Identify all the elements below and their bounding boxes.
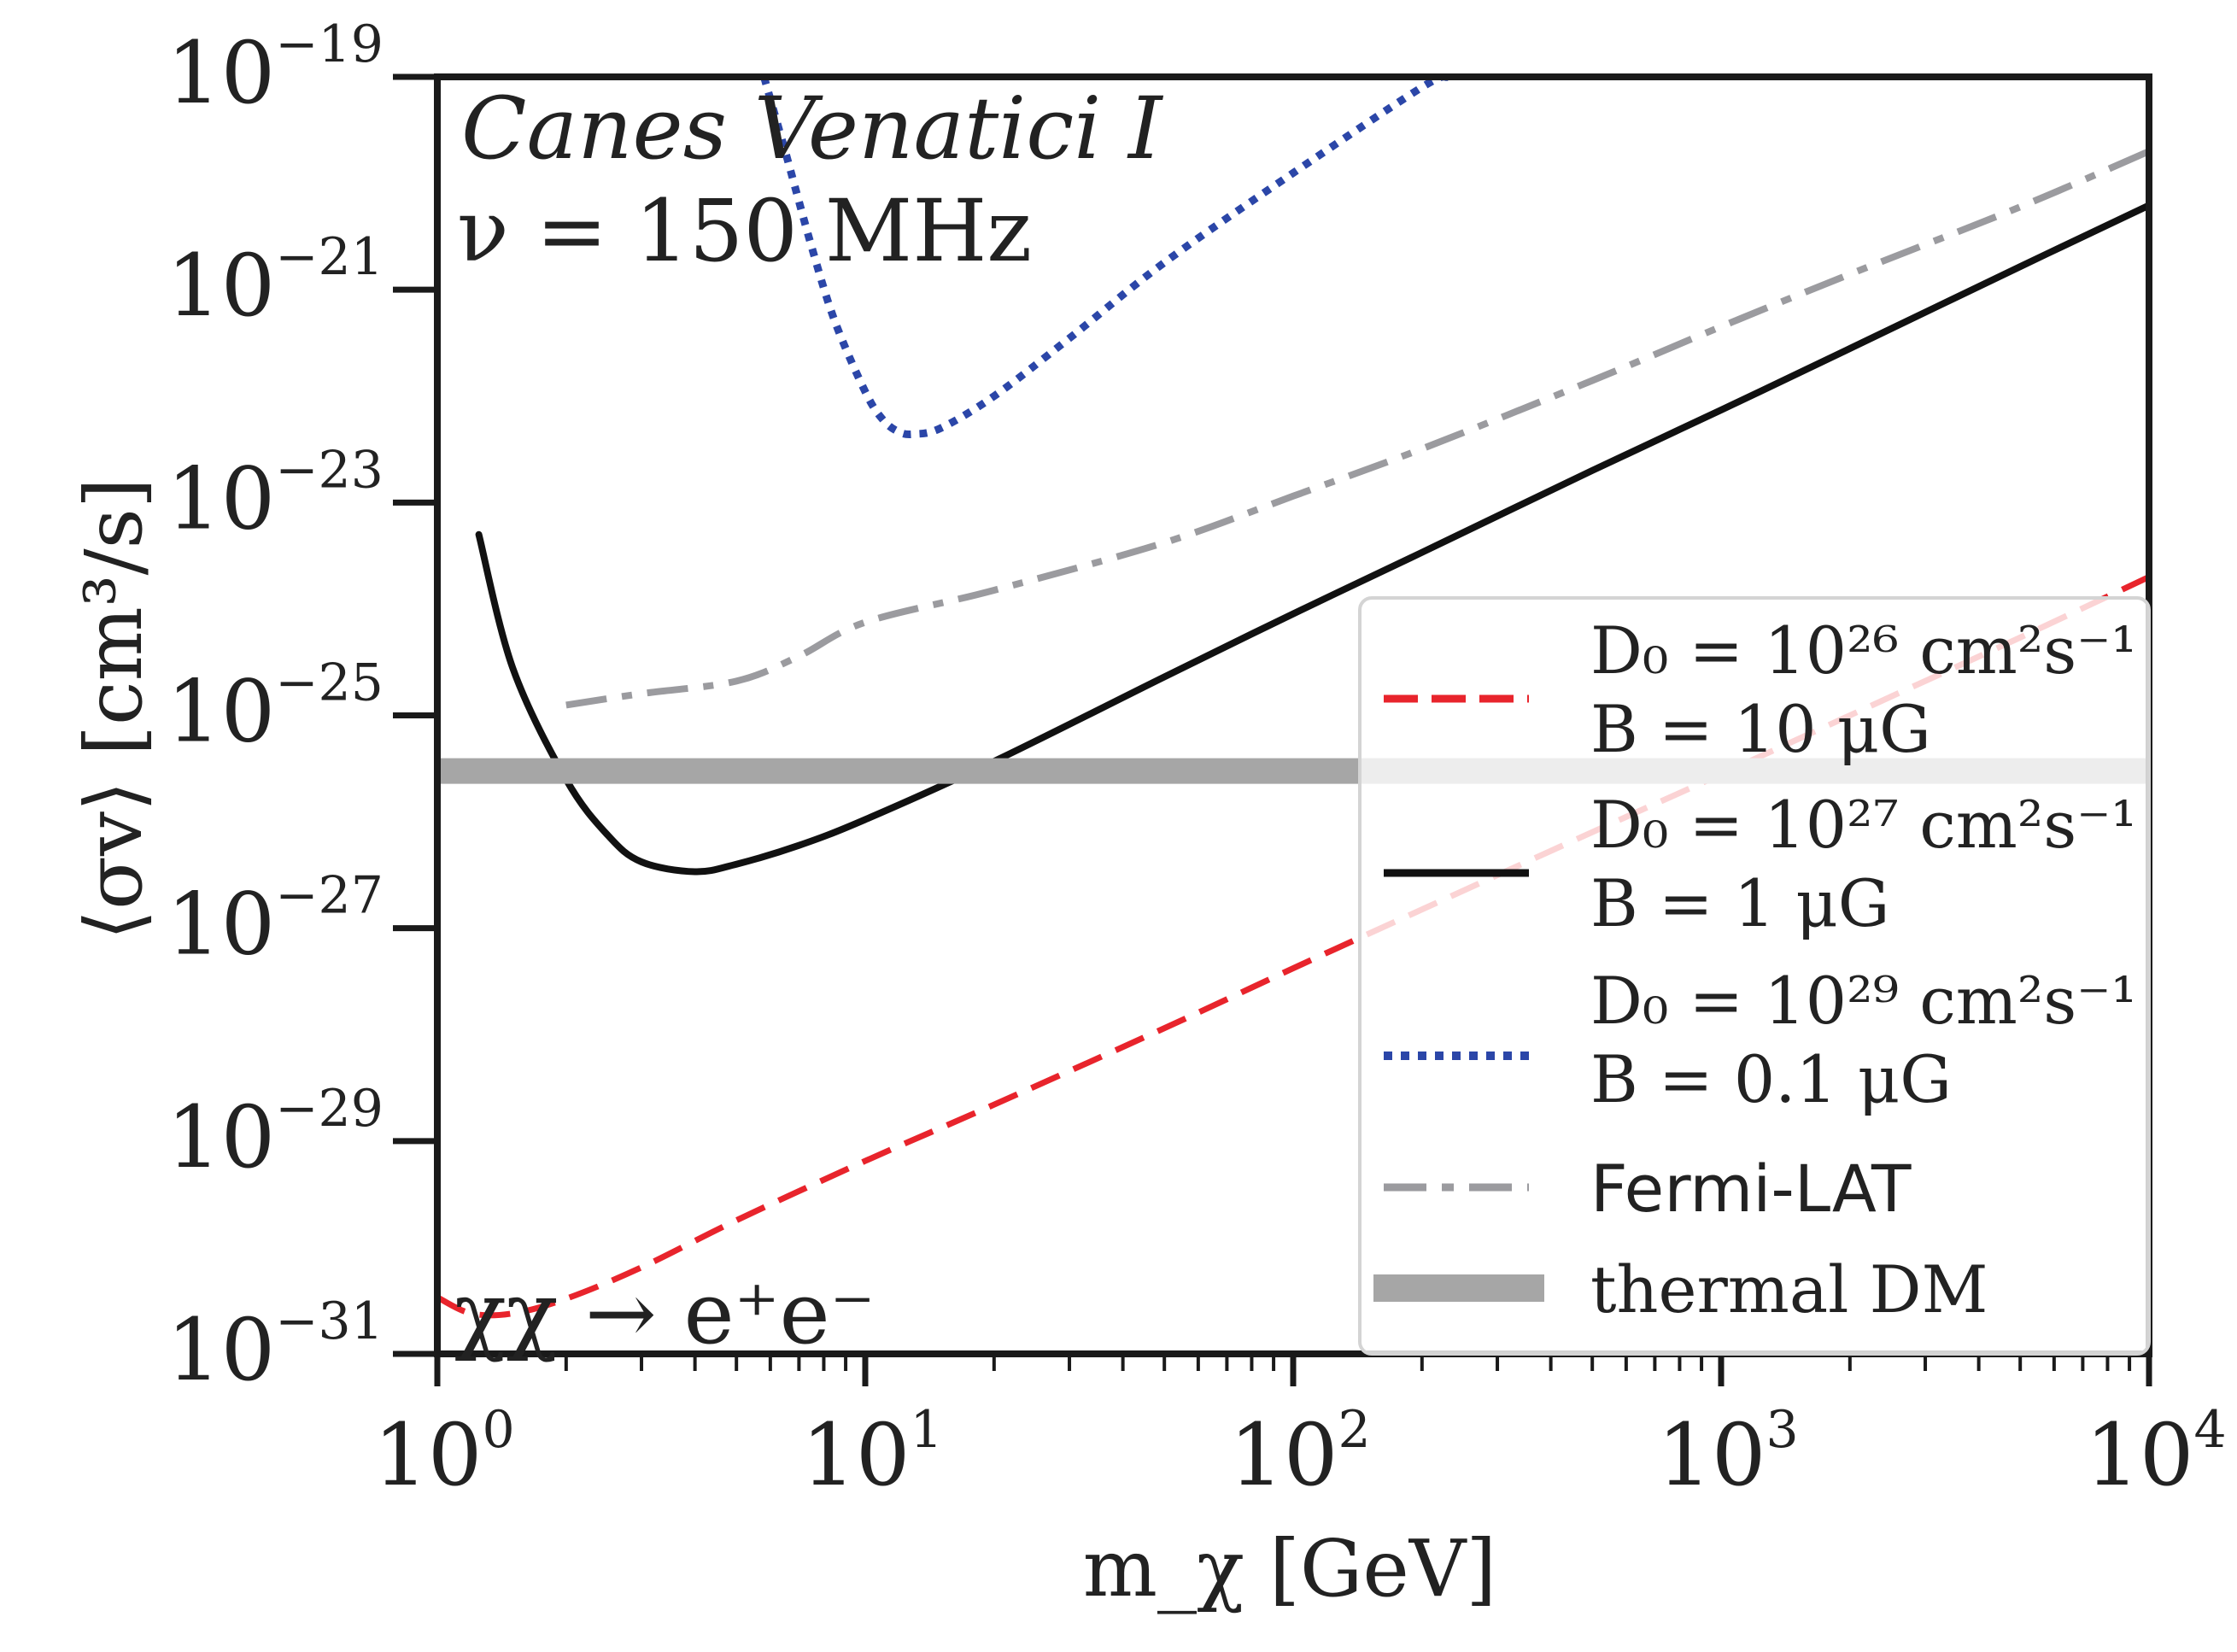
legend-label-blue-line1: D₀ = 10²⁹ cm²s⁻¹ xyxy=(1590,963,2137,1039)
legend-label-thermal: thermal DM xyxy=(1590,1251,1988,1327)
y-tick-label: 10−31 xyxy=(167,1292,384,1400)
y-axis-label: ⟨σv⟩ [cm³/s] xyxy=(68,477,160,940)
legend: D₀ = 10²⁶ cm²s⁻¹ B = 10 μG D₀ = 10²⁷ cm²… xyxy=(1358,596,2151,1356)
legend-label-black-line2: B = 1 μG xyxy=(1590,865,1889,941)
x-tick-label: 102 xyxy=(1229,1400,1370,1505)
legend-label-red-line2: B = 10 μG xyxy=(1590,691,1931,767)
legend-box xyxy=(1358,596,2151,1356)
x-tick-label: 101 xyxy=(801,1400,942,1505)
annotation-channel: χχ → e⁺e⁻ xyxy=(454,1263,875,1363)
legend-label-blue-line2: B = 0.1 μG xyxy=(1590,1041,1952,1117)
legend-label-black-line1: D₀ = 10²⁷ cm²s⁻¹ xyxy=(1590,787,2137,863)
series-dashdot-line xyxy=(565,148,2149,709)
y-tick-label: 10−23 xyxy=(167,440,384,548)
y-tick-label: 10−25 xyxy=(167,653,384,762)
x-tick-label: 100 xyxy=(373,1400,514,1505)
x-tick-label: 104 xyxy=(2085,1400,2226,1505)
y-tick-label: 10−27 xyxy=(167,866,384,975)
annotation-frequency: ν = 150 MHz xyxy=(457,181,1032,281)
y-tick-label: 10−21 xyxy=(167,227,384,336)
annotation-target: Canes Venatici I xyxy=(461,79,1164,179)
legend-label-red-line1: D₀ = 10²⁶ cm²s⁻¹ xyxy=(1590,612,2137,688)
x-axis-label: m_χ [GeV] xyxy=(1083,1523,1496,1614)
y-tick-label: 10−29 xyxy=(167,1079,384,1187)
legend-label-fermi: Fermi-LAT xyxy=(1590,1151,1912,1227)
series-solid-line xyxy=(475,202,2149,876)
x-tick-label: 103 xyxy=(1657,1400,1798,1505)
series-dotted-line xyxy=(760,77,1449,439)
series-dashed-line xyxy=(437,574,2149,1319)
y-tick-label: 10−19 xyxy=(167,15,384,123)
